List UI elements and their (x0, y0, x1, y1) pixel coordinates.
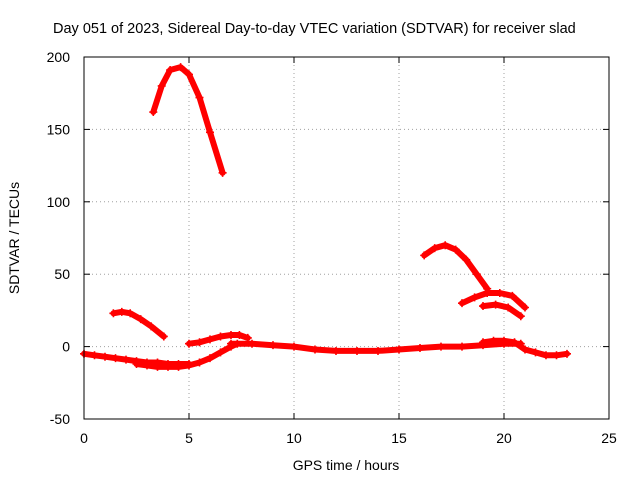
data-point (458, 299, 466, 308)
series-arc-peak (150, 64, 226, 176)
data-point (174, 362, 183, 371)
data-point (206, 354, 214, 363)
data-point (90, 351, 99, 360)
data-point (109, 309, 118, 318)
data-point (147, 322, 156, 331)
data-point (500, 336, 508, 345)
data-point (420, 251, 429, 260)
series-layer (80, 63, 571, 371)
data-point (164, 362, 172, 371)
data-point (117, 307, 126, 316)
data-point (195, 93, 204, 102)
data-point (479, 338, 487, 347)
data-point (166, 66, 175, 75)
data-point (395, 345, 403, 354)
data-point (136, 315, 145, 324)
data-point (149, 108, 158, 117)
data-point (489, 336, 498, 345)
data-point (353, 346, 361, 355)
data-point (483, 289, 492, 298)
y-tick-label: 100 (47, 194, 71, 210)
data-point (495, 289, 504, 298)
data-point (542, 351, 550, 360)
data-point (462, 255, 471, 264)
data-point (195, 338, 204, 347)
series-arc-early (110, 308, 167, 340)
data-point (508, 291, 517, 300)
data-point (111, 354, 120, 363)
data-point (153, 362, 162, 371)
data-point (437, 342, 445, 351)
data-point (243, 333, 252, 342)
data-point (516, 312, 525, 321)
data-point (206, 128, 214, 137)
data-point (143, 361, 151, 370)
data-point (176, 63, 185, 72)
series-baseline-low (133, 340, 241, 370)
data-point (185, 70, 193, 79)
data-point (227, 331, 235, 340)
data-point (458, 342, 466, 351)
x-tick-label: 10 (286, 430, 302, 446)
data-point (479, 302, 487, 311)
data-point (552, 351, 561, 360)
data-point (248, 339, 256, 348)
data-point (311, 345, 319, 354)
data-point (216, 348, 225, 357)
data-point (451, 245, 460, 254)
data-point (521, 345, 529, 354)
x-axis-label: GPS time / hours (293, 457, 400, 473)
y-tick-label: 50 (54, 266, 70, 282)
x-tick-label: 25 (601, 430, 617, 446)
data-point (185, 339, 193, 348)
data-point (132, 359, 141, 368)
data-point (185, 361, 193, 370)
data-point (206, 335, 214, 344)
data-point (218, 168, 227, 177)
data-point (430, 244, 439, 253)
data-point (235, 331, 244, 340)
x-tick-label: 5 (185, 430, 193, 446)
data-point (504, 303, 513, 312)
data-point (290, 342, 298, 351)
grid-layer (84, 57, 609, 419)
data-point (126, 309, 135, 318)
tick-layer: 0 5 10 15 20 25 -50 0 50 100 150 200 (47, 49, 617, 446)
data-point (101, 352, 109, 361)
data-point (122, 355, 130, 364)
data-point (491, 300, 500, 309)
data-point (441, 241, 450, 250)
data-point (521, 303, 529, 312)
data-point (216, 332, 225, 341)
y-tick-label: -50 (50, 411, 70, 427)
series-arc-late-3 (480, 301, 524, 320)
data-point (159, 332, 168, 341)
y-axis-label: SDTVAR / TECUs (6, 182, 22, 294)
y-tick-label: 0 (62, 339, 70, 355)
data-point (531, 348, 540, 357)
x-tick-label: 20 (496, 430, 512, 446)
data-point (269, 341, 277, 350)
data-point (157, 81, 166, 90)
plot-frame (83, 56, 610, 420)
y-tick-label: 150 (47, 121, 71, 137)
data-point (563, 349, 571, 358)
data-point (374, 346, 382, 355)
data-point (332, 346, 340, 355)
data-point (227, 339, 235, 348)
chart-title: Day 051 of 2023, Sidereal Day-to-day VTE… (53, 21, 576, 37)
data-point (472, 270, 481, 279)
data-point (416, 344, 424, 353)
data-point (470, 293, 479, 302)
series-arc-late-2 (459, 290, 528, 311)
data-point (195, 358, 204, 367)
y-tick-label: 200 (47, 49, 71, 65)
data-point (510, 338, 519, 347)
x-tick-label: 0 (80, 430, 88, 446)
x-tick-label: 15 (391, 430, 407, 446)
